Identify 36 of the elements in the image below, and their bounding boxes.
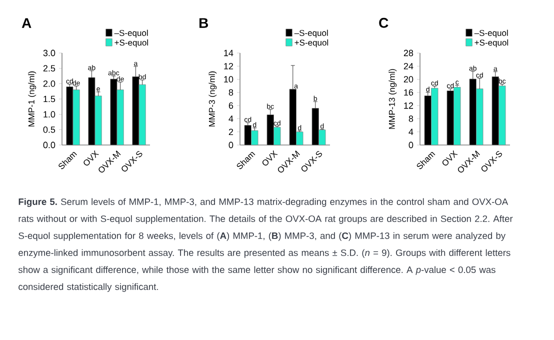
y-tick-label: 14 xyxy=(224,50,234,56)
chart-title: C xyxy=(379,18,388,28)
y-tick-label: 12 xyxy=(224,62,234,70)
y-tick-label: 10 xyxy=(224,76,234,82)
legend-label: –S-equol xyxy=(474,30,508,38)
y-tick-label: 4 xyxy=(408,128,414,135)
legend-label: –S-equol xyxy=(114,30,148,38)
y-tick-label: 16 xyxy=(404,89,414,96)
y-tick-label: 1.5 xyxy=(44,96,56,102)
chart-title: A xyxy=(22,18,32,28)
y-axis-title: MMP-3 (ng/ml) xyxy=(208,71,217,126)
text: Figure 5. Serum levels of MMP-1, MMP-3, and MMP-13 matrix-degrading enzymes in the control sham and OVX-OA rats without or with S-equol supplementation. The details of the OVX-OA rat groups are described in Section 2.2. After S-equol supplementation for 8 weeks, levels of (A) MMP-1, (B) MMP-3, and (C) MMP-13 in serum were analyzed by enzyme-linked immunosorbent assay. The results are presented as means ± S.D. (n = 9). Groups with different letters show a significant difference, while those with the same letter show no significant difference. A p-value < 0.05 was considered statistically significant. xyxy=(18,198,513,292)
y-tick-label: 2 xyxy=(228,128,234,135)
y-tick-label: 20 xyxy=(404,76,414,82)
legend-label: +S-equol xyxy=(474,39,508,48)
y-tick-label: 1.0 xyxy=(44,111,56,118)
y-tick-label: 24 xyxy=(404,62,414,70)
y-tick-label: 2.5 xyxy=(43,65,56,72)
y-tick-label: 0 xyxy=(408,142,414,148)
y-axis-title: MMP-13 (ng/ml) xyxy=(388,69,397,129)
legend-label: +S-equol xyxy=(114,39,148,48)
y-tick-label: 8 xyxy=(408,116,414,122)
y-tick-label: 0.0 xyxy=(43,142,56,148)
y-tick-label: 2.0 xyxy=(43,80,56,87)
y-tick-label: 8 xyxy=(228,89,234,96)
y-tick-label: 0.5 xyxy=(43,126,56,133)
chart-title: B xyxy=(199,18,208,28)
y-tick-label: 0 xyxy=(228,142,234,148)
y-tick-label: 6 xyxy=(228,102,234,109)
y-axis-title: MMP-1 (ng/ml) xyxy=(28,71,36,126)
legend-label: +S-equol xyxy=(294,39,328,48)
legend-label: –S-equol xyxy=(294,30,328,38)
y-tick-label: 28 xyxy=(404,50,414,56)
y-tick-label: 4 xyxy=(228,116,234,122)
y-tick-label: 12 xyxy=(404,102,414,109)
y-tick-label: 3.0 xyxy=(43,50,56,56)
